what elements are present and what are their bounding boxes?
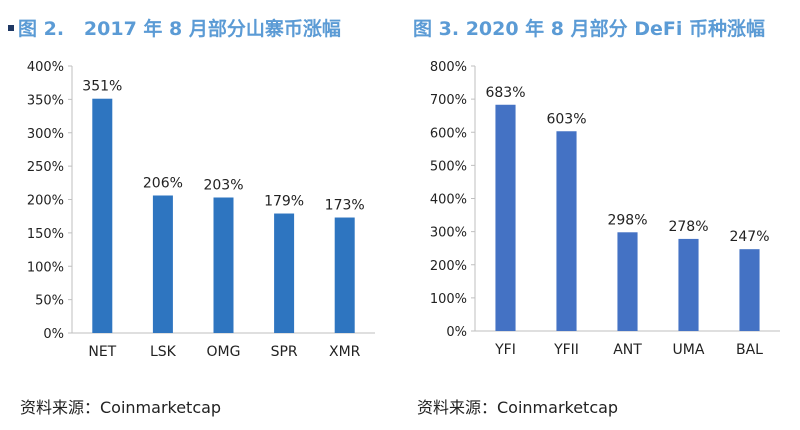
y-tick-label: 150% <box>27 227 64 242</box>
y-tick-label: 100% <box>430 292 467 307</box>
x-tick-label: YFII <box>553 342 579 358</box>
figure-title-text-left: 2017 年 8 月部分山寨币涨幅 <box>83 18 341 40</box>
x-tick-label: SPR <box>271 344 298 360</box>
y-tick-label: 400% <box>27 60 64 75</box>
y-tick-label: 200% <box>27 194 64 209</box>
y-tick-label: 300% <box>430 226 467 241</box>
y-tick-label: 500% <box>430 159 467 174</box>
y-tick-label: 200% <box>430 259 467 274</box>
data-label: 179% <box>264 194 304 210</box>
bar <box>92 98 113 333</box>
bar-chart-left: 0% 50% 100% 150% 200% 250% 300% 350% 400% 351% NET… <box>27 60 375 360</box>
bar <box>617 232 638 331</box>
y-tick-label: 300% <box>27 127 64 142</box>
bar <box>678 238 699 331</box>
y-tick-label: 800% <box>430 60 467 75</box>
y-tick-label: 700% <box>430 93 467 108</box>
data-label: 247% <box>729 229 769 245</box>
y-tick-label: 100% <box>27 260 64 275</box>
bar <box>495 104 516 331</box>
x-tick-label: XMR <box>329 344 361 360</box>
data-label: 298% <box>607 212 647 228</box>
x-tick-label: YFI <box>494 342 516 358</box>
bar <box>274 213 295 333</box>
x-tick-label: NET <box>88 344 116 360</box>
figure-title-text-right: 2020 年 8 月部分 DeFi 币种涨幅 <box>465 18 766 40</box>
data-label: 683% <box>485 85 525 101</box>
x-tick-label: ANT <box>613 342 642 358</box>
data-label: 203% <box>203 177 243 193</box>
x-tick-label: BAL <box>736 342 763 358</box>
figure-number-left: 图 2. <box>18 18 65 40</box>
y-tick-label: 0% <box>446 325 467 340</box>
data-label: 351% <box>82 79 122 95</box>
x-tick-label: OMG <box>207 344 241 360</box>
bar <box>739 249 760 331</box>
figure-number-right: 图 3. <box>413 18 460 40</box>
data-label: 603% <box>546 111 586 127</box>
bar <box>152 195 173 333</box>
bar <box>556 131 577 331</box>
y-tick-label: 600% <box>430 126 467 141</box>
source-note-left: 资料来源：Coinmarketcap <box>20 398 222 417</box>
data-label: 206% <box>143 175 183 191</box>
chart-panel-right: 图 3. 2020 年 8 月部分 DeFi 币种涨幅 0% 100% 200% 30… <box>405 0 800 430</box>
bar-chart-right: 0% 100% 200% 300% 400% 500% 600% 700% 800% 683% YF… <box>430 60 780 358</box>
bar <box>334 217 355 333</box>
data-label: 278% <box>668 219 708 235</box>
bullet-marker <box>8 24 14 31</box>
chart-panel-left: 图 2. 2017 年 8 月部分山寨币涨幅 0% 50% 100% 150% 200%… <box>8 14 375 417</box>
y-tick-label: 350% <box>27 93 64 108</box>
figure-title-right: 图 3. 2020 年 8 月部分 DeFi 币种涨幅 <box>413 14 765 41</box>
y-tick-label: 0% <box>43 327 64 342</box>
data-label: 173% <box>325 198 365 214</box>
y-tick-label: 400% <box>430 193 467 208</box>
y-tick-label: 50% <box>35 294 64 309</box>
y-tick-label: 250% <box>27 160 64 175</box>
source-note-right: 资料来源：Coinmarketcap <box>417 398 619 417</box>
x-tick-label: LSK <box>150 344 177 360</box>
x-tick-label: UMA <box>673 342 705 358</box>
bar <box>213 197 234 333</box>
figure-title-left: 图 2. 2017 年 8 月部分山寨币涨幅 <box>8 14 341 41</box>
